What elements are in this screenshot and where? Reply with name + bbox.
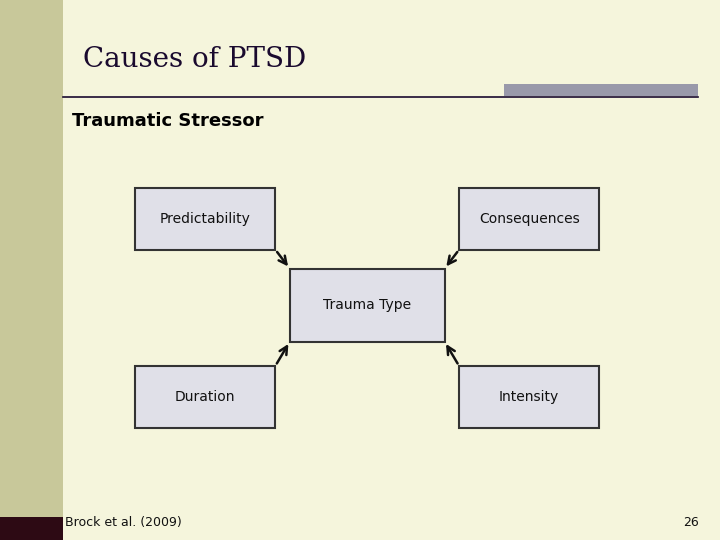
Text: Trauma Type: Trauma Type [323, 298, 411, 312]
Bar [135, 187, 275, 249]
Bar [504, 84, 698, 96]
Bar [289, 269, 445, 342]
Bar [0, 0, 63, 540]
Bar [459, 366, 599, 428]
Text: Duration: Duration [175, 390, 235, 404]
Bar [459, 187, 599, 249]
Text: Traumatic Stressor: Traumatic Stressor [72, 112, 264, 131]
Bar [135, 366, 275, 428]
Text: Brock et al. (2009): Brock et al. (2009) [65, 516, 181, 529]
Text: Causes of PTSD: Causes of PTSD [83, 46, 306, 73]
Text: Consequences: Consequences [479, 212, 580, 226]
Text: Predictability: Predictability [160, 212, 251, 226]
Bar [0, 517, 63, 540]
Text: 26: 26 [683, 516, 698, 529]
Text: Intensity: Intensity [499, 390, 559, 404]
